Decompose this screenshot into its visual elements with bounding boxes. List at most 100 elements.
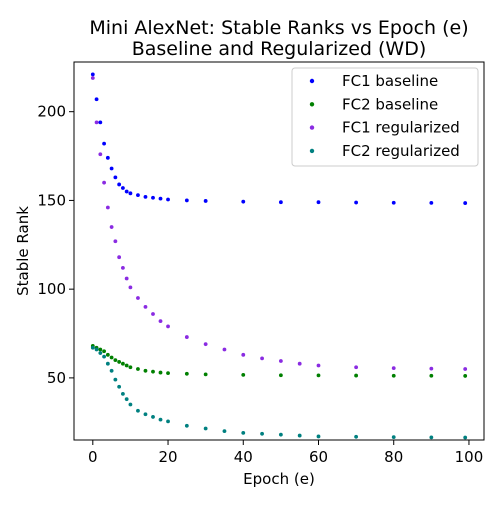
point-fc1-regularized (105, 205, 110, 210)
x-tick-label: 60 (309, 448, 328, 466)
point-fc2-baseline (136, 367, 140, 371)
point-fc1-regularized (102, 180, 106, 185)
point-fc2-regularized (120, 391, 125, 396)
y-tick-label: 100 (37, 280, 66, 298)
point-fc1-baseline (354, 200, 359, 205)
point-fc2-regularized (90, 345, 95, 350)
point-fc1-baseline (184, 198, 189, 203)
point-fc2-baseline (109, 355, 114, 360)
point-fc2-baseline (105, 352, 110, 357)
series-fc1-baseline (90, 72, 468, 205)
point-fc1-regularized (260, 356, 264, 361)
series-fc2-regularized (90, 345, 468, 440)
point-fc1-baseline (102, 141, 106, 146)
point-fc2-baseline (113, 358, 118, 363)
point-fc2-regularized (105, 361, 110, 366)
point-fc1-baseline (128, 191, 133, 196)
point-fc2-regularized (203, 426, 208, 431)
x-axis-label: Epoch (e) (243, 470, 315, 488)
point-fc2-regularized (278, 432, 283, 437)
point-fc2-regularized (117, 384, 122, 389)
point-fc2-baseline (184, 371, 189, 376)
point-fc1-baseline (391, 200, 396, 205)
point-fc1-regularized (241, 352, 246, 357)
point-fc2-baseline (241, 372, 246, 377)
legend-marker (309, 125, 315, 130)
point-fc1-baseline (120, 186, 125, 190)
point-fc1-regularized (109, 225, 114, 229)
point-fc1-baseline (429, 201, 434, 205)
point-fc2-regularized (184, 423, 189, 428)
y-tick-label: 200 (37, 103, 66, 121)
point-fc2-baseline (102, 349, 106, 354)
point-fc2-regularized (128, 402, 133, 407)
point-fc1-baseline (241, 199, 246, 204)
chart-marks (90, 72, 468, 440)
legend-marker (309, 148, 315, 154)
x-tick-label: 0 (88, 448, 98, 466)
chart-ticks: 0 20 40 60 80 100 50 100 150 200 (37, 103, 483, 466)
series-fc1-regularized (90, 76, 468, 371)
point-fc1-baseline (316, 200, 321, 205)
point-fc2-baseline (158, 370, 163, 375)
legend-label: FC1 baseline (342, 72, 438, 90)
point-fc1-baseline (203, 199, 208, 203)
legend-label: FC2 baseline (342, 95, 438, 113)
point-fc1-regularized (120, 265, 125, 270)
point-fc1-baseline (105, 155, 110, 160)
chart-title: Mini AlexNet: Stable Ranks vs Epoch (e) (89, 17, 468, 39)
point-fc2-regularized (260, 431, 264, 436)
plot-frame (73, 61, 485, 441)
point-fc2-regularized (158, 417, 163, 422)
point-fc1-baseline (278, 200, 283, 205)
point-fc2-regularized (241, 431, 246, 435)
legend-label: FC2 regularized (342, 142, 460, 160)
point-fc2-baseline (151, 369, 155, 374)
point-fc2-regularized (166, 419, 170, 424)
point-fc2-baseline (166, 371, 170, 375)
point-fc2-baseline (429, 373, 434, 378)
point-fc2-regularized (316, 434, 321, 439)
y-tick-label: 150 (37, 191, 66, 209)
x-tick-label: 20 (158, 448, 177, 466)
point-fc1-regularized (90, 76, 95, 80)
point-fc2-baseline (124, 363, 129, 368)
point-fc2-regularized (151, 415, 155, 419)
legend-frame (291, 67, 479, 167)
point-fc2-regularized (124, 397, 129, 402)
x-tick-label: 100 (455, 448, 484, 466)
point-fc1-regularized (158, 319, 163, 323)
point-fc1-regularized (94, 120, 99, 125)
point-fc1-baseline (94, 97, 99, 102)
legend-marker (309, 78, 315, 84)
chart-subtitle: Baseline and Regularized (WD) (132, 38, 427, 60)
point-fc1-regularized (203, 342, 208, 347)
point-fc1-regularized (391, 366, 396, 371)
point-fc2-baseline (143, 368, 148, 373)
point-fc2-regularized (102, 354, 106, 359)
point-fc2-regularized (463, 435, 468, 440)
point-fc1-regularized (429, 366, 434, 371)
point-fc1-regularized (124, 276, 129, 281)
point-fc2-regularized (222, 429, 227, 434)
point-fc1-regularized (113, 239, 118, 244)
point-fc2-regularized (429, 435, 434, 440)
point-fc1-baseline (98, 120, 103, 125)
point-fc1-baseline (166, 197, 170, 202)
y-axis-label: Stable Rank (14, 206, 32, 296)
point-fc1-regularized (98, 152, 103, 157)
point-fc2-regularized (98, 351, 103, 355)
legend-label: FC1 regularized (342, 119, 460, 137)
point-fc1-baseline (117, 182, 122, 187)
point-fc2-regularized (109, 368, 114, 373)
point-fc1-regularized (117, 255, 122, 260)
point-fc1-baseline (143, 194, 148, 199)
point-fc2-regularized (297, 433, 302, 438)
legend: FC1 baseline FC2 baseline FC1 regularized F… (291, 67, 479, 167)
point-fc2-regularized (136, 408, 140, 413)
point-fc2-baseline (128, 365, 133, 370)
point-fc1-regularized (128, 285, 133, 290)
point-fc2-baseline (354, 373, 359, 378)
point-fc1-regularized (463, 367, 468, 371)
